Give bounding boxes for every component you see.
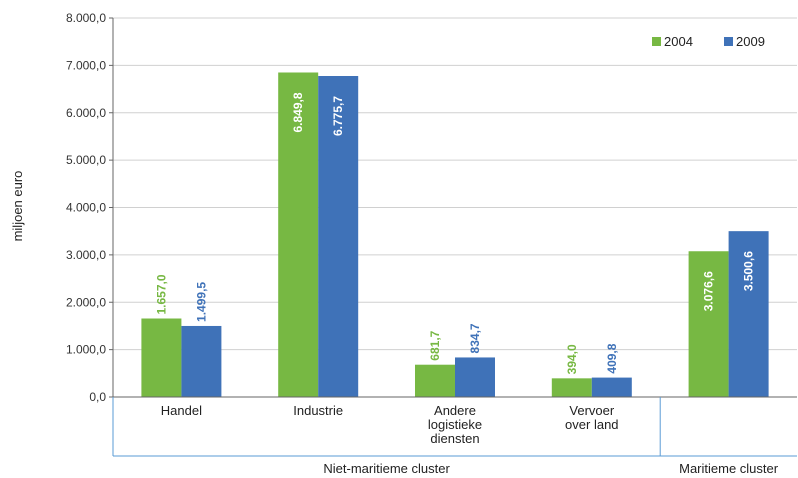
group-labels: Niet-maritieme cluster Maritieme cluster [323,461,778,476]
category-label: Industrie [293,403,343,418]
y-tick-label: 8.000,0 [66,11,106,25]
y-tick-label: 1.000,0 [66,343,106,357]
legend-label: 2009 [736,34,765,49]
data-label: 3.076,6 [702,271,716,311]
bar-2009 [728,231,769,397]
y-tick-label: 6.000,0 [66,106,106,120]
gridlines [113,17,797,351]
category-label: Handel [161,403,202,418]
bar-2004 [415,364,455,397]
legend-swatch [724,37,733,46]
data-label: 834,7 [468,323,482,353]
y-tick-label: 3.000,0 [66,248,106,262]
y-tick-label: 5.000,0 [66,153,106,167]
category-label: over land [565,417,618,432]
data-label: 6.849,8 [291,92,305,132]
data-label: 409,8 [605,343,619,373]
y-tick-label: 2.000,0 [66,295,106,309]
data-label: 6.775,7 [331,96,345,136]
bar-2004 [141,318,182,397]
group-label: Niet-maritieme cluster [323,461,450,476]
bar-2004 [688,251,729,397]
category-label: Vervoer [569,403,614,418]
data-label: 394,0 [565,344,579,374]
data-label: 1.499,5 [194,282,208,322]
bar-2009 [455,357,495,397]
y-axis-label: miljoen euro [10,171,25,242]
data-label: 3.500,6 [742,251,756,291]
category-label: diensten [430,431,479,446]
category-label: logistieke [428,417,482,432]
bar-2004 [278,72,319,397]
y-tick-label: 0,0 [89,390,106,404]
bar-2009 [181,325,222,397]
group-label: Maritieme cluster [679,461,779,476]
legend: 2004 2009 [652,34,765,49]
bar-2009 [591,377,632,397]
data-labels: 1.657,0 6.849,8 681,7 394,0 3.076,6 1.499,5 6.… [154,92,755,374]
bars [141,72,769,397]
bar-2004 [551,378,592,397]
axes [112,18,797,457]
data-label: 681,7 [428,330,442,360]
bar-2009 [318,76,359,397]
y-tick-label: 4.000,0 [66,201,106,215]
y-tick-label: 7.000,0 [66,58,106,72]
legend-label: 2004 [664,34,693,49]
category-label: Andere [434,403,476,418]
legend-swatch [652,37,661,46]
data-label: 1.657,0 [154,274,168,314]
y-tick-labels: 0,0 1.000,0 2.000,0 3.000,0 4.000,0 5.000,0 6.… [66,11,113,404]
